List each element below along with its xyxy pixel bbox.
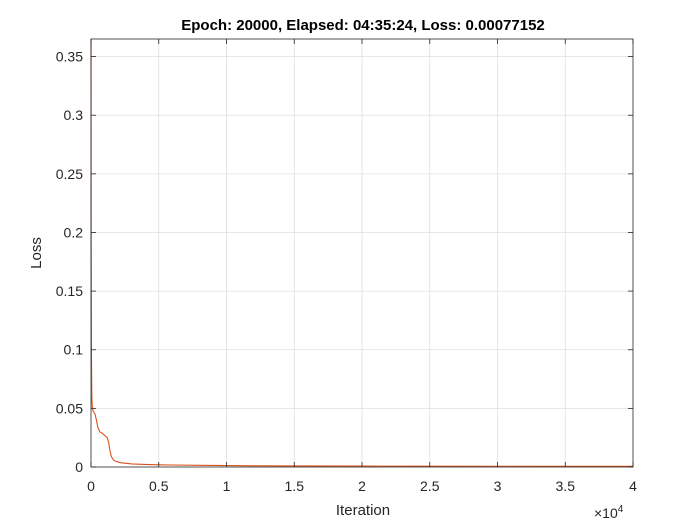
series-lines: [90, 38, 634, 467]
x-tick-label: 0: [87, 478, 95, 494]
x-tick-label: 3.5: [556, 478, 576, 494]
x-axis-ticks: 0 0.5 1 1.5 2 2.5 3 3.5 4: [87, 39, 637, 494]
x-exponent-base: ×10: [594, 505, 618, 521]
y-tick-label: 0.35: [56, 49, 83, 65]
x-axis-label: Iteration: [336, 502, 390, 519]
x-tick-label: 1: [223, 478, 231, 494]
y-tick-label: 0: [75, 459, 83, 475]
y-axis-label: Loss: [28, 237, 45, 269]
x-tick-label: 4: [629, 478, 637, 494]
chart-title: Epoch: 20000, Elapsed: 04:35:24, Loss: 0…: [181, 17, 545, 34]
y-axis-ticks: 0 0.05 0.1 0.15 0.2 0.25 0.3 0.35: [56, 49, 633, 475]
x-exponent-power: 4: [618, 504, 624, 515]
grid-lines: [91, 39, 633, 467]
y-tick-label: 0.25: [56, 166, 83, 182]
loss-series-line: [90, 38, 634, 467]
y-tick-label: 0.05: [56, 400, 83, 416]
x-exponent-label: ×104: [594, 504, 624, 521]
x-tick-label: 1.5: [285, 478, 305, 494]
y-tick-label: 0.1: [64, 342, 84, 358]
y-tick-label: 0.2: [64, 224, 84, 240]
x-tick-label: 2.5: [420, 478, 440, 494]
y-tick-label: 0.15: [56, 283, 83, 299]
x-tick-label: 2: [358, 478, 366, 494]
x-tick-label: 3: [494, 478, 502, 494]
x-tick-label: 0.5: [149, 478, 169, 494]
y-tick-label: 0.3: [64, 107, 84, 123]
